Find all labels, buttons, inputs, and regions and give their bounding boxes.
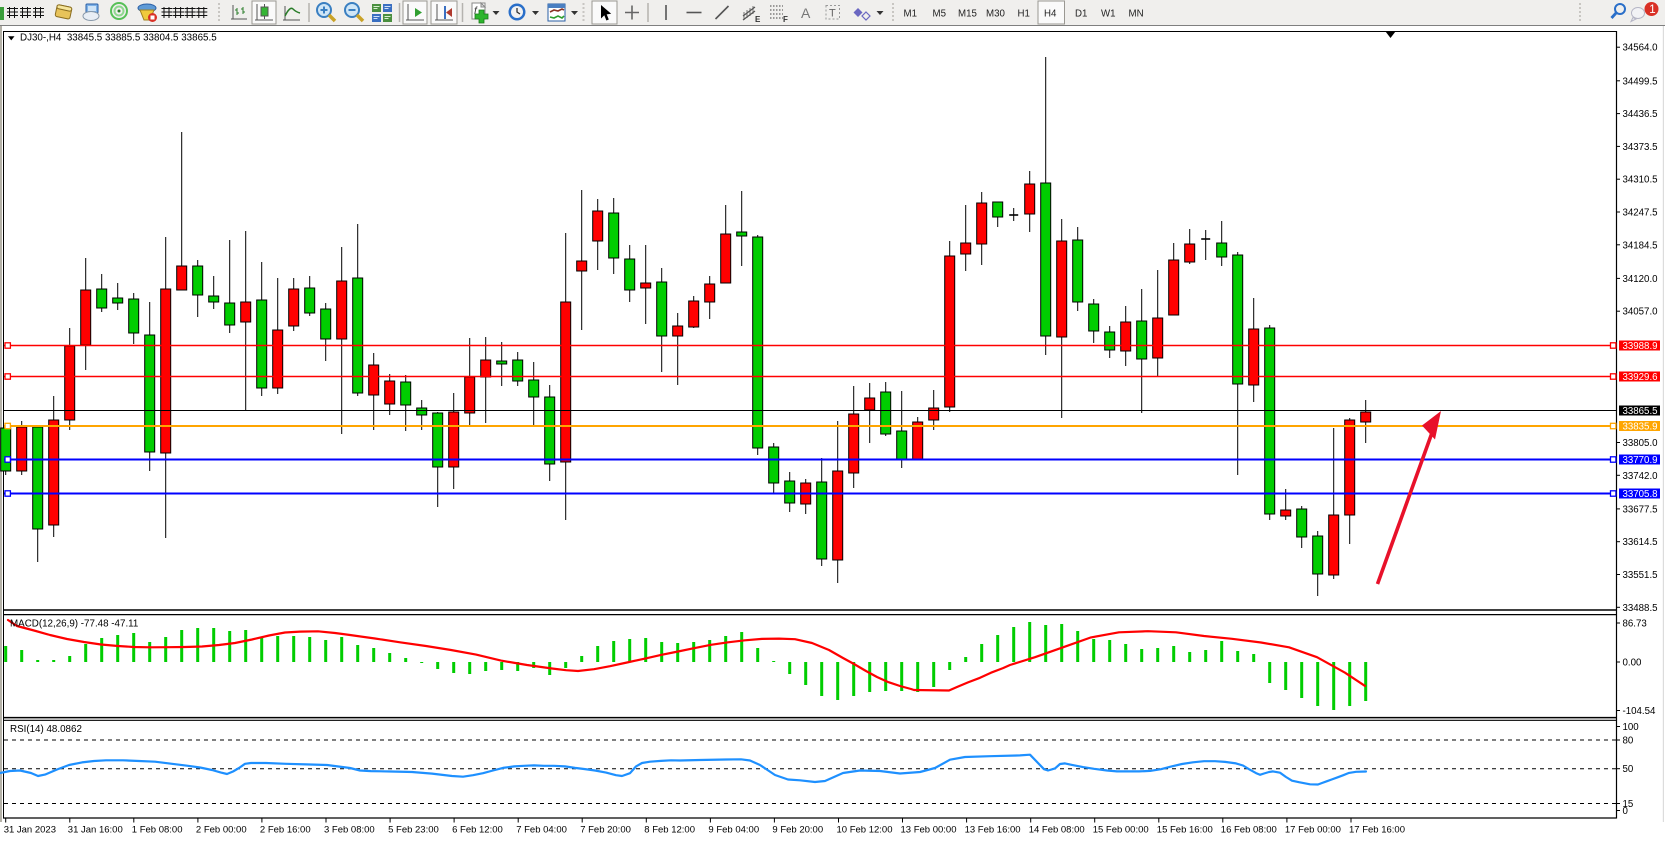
svg-text:W1: W1 — [1101, 9, 1116, 20]
svg-text:RSI(14) 48.0862: RSI(14) 48.0862 — [10, 724, 82, 735]
svg-text:M1: M1 — [904, 9, 917, 20]
svg-text:33929.6: 33929.6 — [1623, 372, 1658, 383]
svg-text:0: 0 — [1623, 806, 1629, 817]
svg-text:31 Jan 16:00: 31 Jan 16:00 — [68, 825, 123, 836]
svg-text:33835.9: 33835.9 — [1623, 422, 1658, 433]
svg-text:f: f — [474, 6, 478, 17]
svg-text:33488.5: 33488.5 — [1623, 603, 1658, 614]
svg-text:M5: M5 — [933, 9, 946, 20]
svg-text:34120.0: 34120.0 — [1623, 274, 1659, 285]
svg-text:7 Feb 04:00: 7 Feb 04:00 — [516, 825, 567, 836]
svg-text:D1: D1 — [1075, 9, 1087, 20]
svg-text:34310.5: 34310.5 — [1623, 175, 1658, 186]
svg-text:2 Feb 16:00: 2 Feb 16:00 — [260, 825, 311, 836]
svg-text:33770.9: 33770.9 — [1623, 455, 1658, 466]
svg-text:M15: M15 — [958, 9, 977, 20]
svg-text:9 Feb 20:00: 9 Feb 20:00 — [772, 825, 823, 836]
svg-text:33742.0: 33742.0 — [1623, 471, 1659, 482]
svg-text:F: F — [783, 15, 788, 24]
svg-text:10 Feb 12:00: 10 Feb 12:00 — [837, 825, 893, 836]
svg-text:34057.0: 34057.0 — [1623, 307, 1659, 318]
svg-text:15: 15 — [1623, 799, 1634, 810]
svg-text:T: T — [829, 8, 836, 20]
svg-text:86.73: 86.73 — [1623, 619, 1647, 630]
svg-text:33614.5: 33614.5 — [1623, 537, 1658, 548]
svg-text:31 Jan 2023: 31 Jan 2023 — [4, 825, 56, 836]
svg-text:33677.5: 33677.5 — [1623, 504, 1658, 515]
svg-text:16 Feb 08:00: 16 Feb 08:00 — [1221, 825, 1277, 836]
svg-text:13 Feb 16:00: 13 Feb 16:00 — [965, 825, 1021, 836]
svg-text:-104.54: -104.54 — [1623, 706, 1656, 717]
svg-text:33988.9: 33988.9 — [1623, 341, 1658, 352]
svg-text:1: 1 — [1649, 4, 1655, 16]
svg-text:1 Feb 08:00: 1 Feb 08:00 — [132, 825, 183, 836]
svg-text:80: 80 — [1623, 736, 1634, 747]
svg-text:33551.5: 33551.5 — [1623, 570, 1658, 581]
svg-text:3 Feb 08:00: 3 Feb 08:00 — [324, 825, 375, 836]
svg-text:34184.5: 34184.5 — [1623, 240, 1658, 251]
svg-text:5 Feb 23:00: 5 Feb 23:00 — [388, 825, 439, 836]
svg-text:MN: MN — [1129, 9, 1144, 20]
svg-text:DJ30-,H4 33845.5 33885.5 3380: DJ30-,H4 33845.5 33885.5 33804.5 33865.5 — [20, 33, 217, 44]
svg-text:34247.5: 34247.5 — [1623, 208, 1658, 219]
svg-text:8 Feb 12:00: 8 Feb 12:00 — [644, 825, 695, 836]
svg-text:34373.5: 34373.5 — [1623, 142, 1658, 153]
svg-text:15 Feb 00:00: 15 Feb 00:00 — [1093, 825, 1149, 836]
svg-text:H1: H1 — [1018, 9, 1030, 20]
svg-text:6 Feb 12:00: 6 Feb 12:00 — [452, 825, 503, 836]
svg-text:100: 100 — [1623, 722, 1640, 733]
svg-text:15 Feb 16:00: 15 Feb 16:00 — [1157, 825, 1213, 836]
svg-text:2 Feb 00:00: 2 Feb 00:00 — [196, 825, 247, 836]
svg-text:17 Feb 00:00: 17 Feb 00:00 — [1285, 825, 1341, 836]
svg-text:H4: H4 — [1044, 9, 1057, 20]
svg-text:50: 50 — [1623, 764, 1634, 775]
svg-text:MACD(12,26,9) -77.48 -47.11: MACD(12,26,9) -77.48 -47.11 — [10, 619, 138, 630]
svg-text:33705.8: 33705.8 — [1623, 489, 1658, 500]
svg-text:33805.0: 33805.0 — [1623, 438, 1659, 449]
svg-text:33865.5: 33865.5 — [1623, 406, 1658, 417]
svg-text:M30: M30 — [986, 9, 1005, 20]
svg-text:A: A — [801, 5, 811, 21]
svg-text:7 Feb 20:00: 7 Feb 20:00 — [580, 825, 631, 836]
svg-text:17 Feb 16:00: 17 Feb 16:00 — [1349, 825, 1405, 836]
svg-text:0.00: 0.00 — [1623, 658, 1642, 669]
svg-text:E: E — [755, 15, 761, 24]
svg-text:34436.5: 34436.5 — [1623, 109, 1658, 120]
svg-text:13 Feb 00:00: 13 Feb 00:00 — [901, 825, 957, 836]
svg-text:34499.5: 34499.5 — [1623, 76, 1658, 87]
svg-text:14 Feb 08:00: 14 Feb 08:00 — [1029, 825, 1085, 836]
svg-text:34564.0: 34564.0 — [1623, 43, 1659, 54]
svg-text:9 Feb 04:00: 9 Feb 04:00 — [708, 825, 759, 836]
